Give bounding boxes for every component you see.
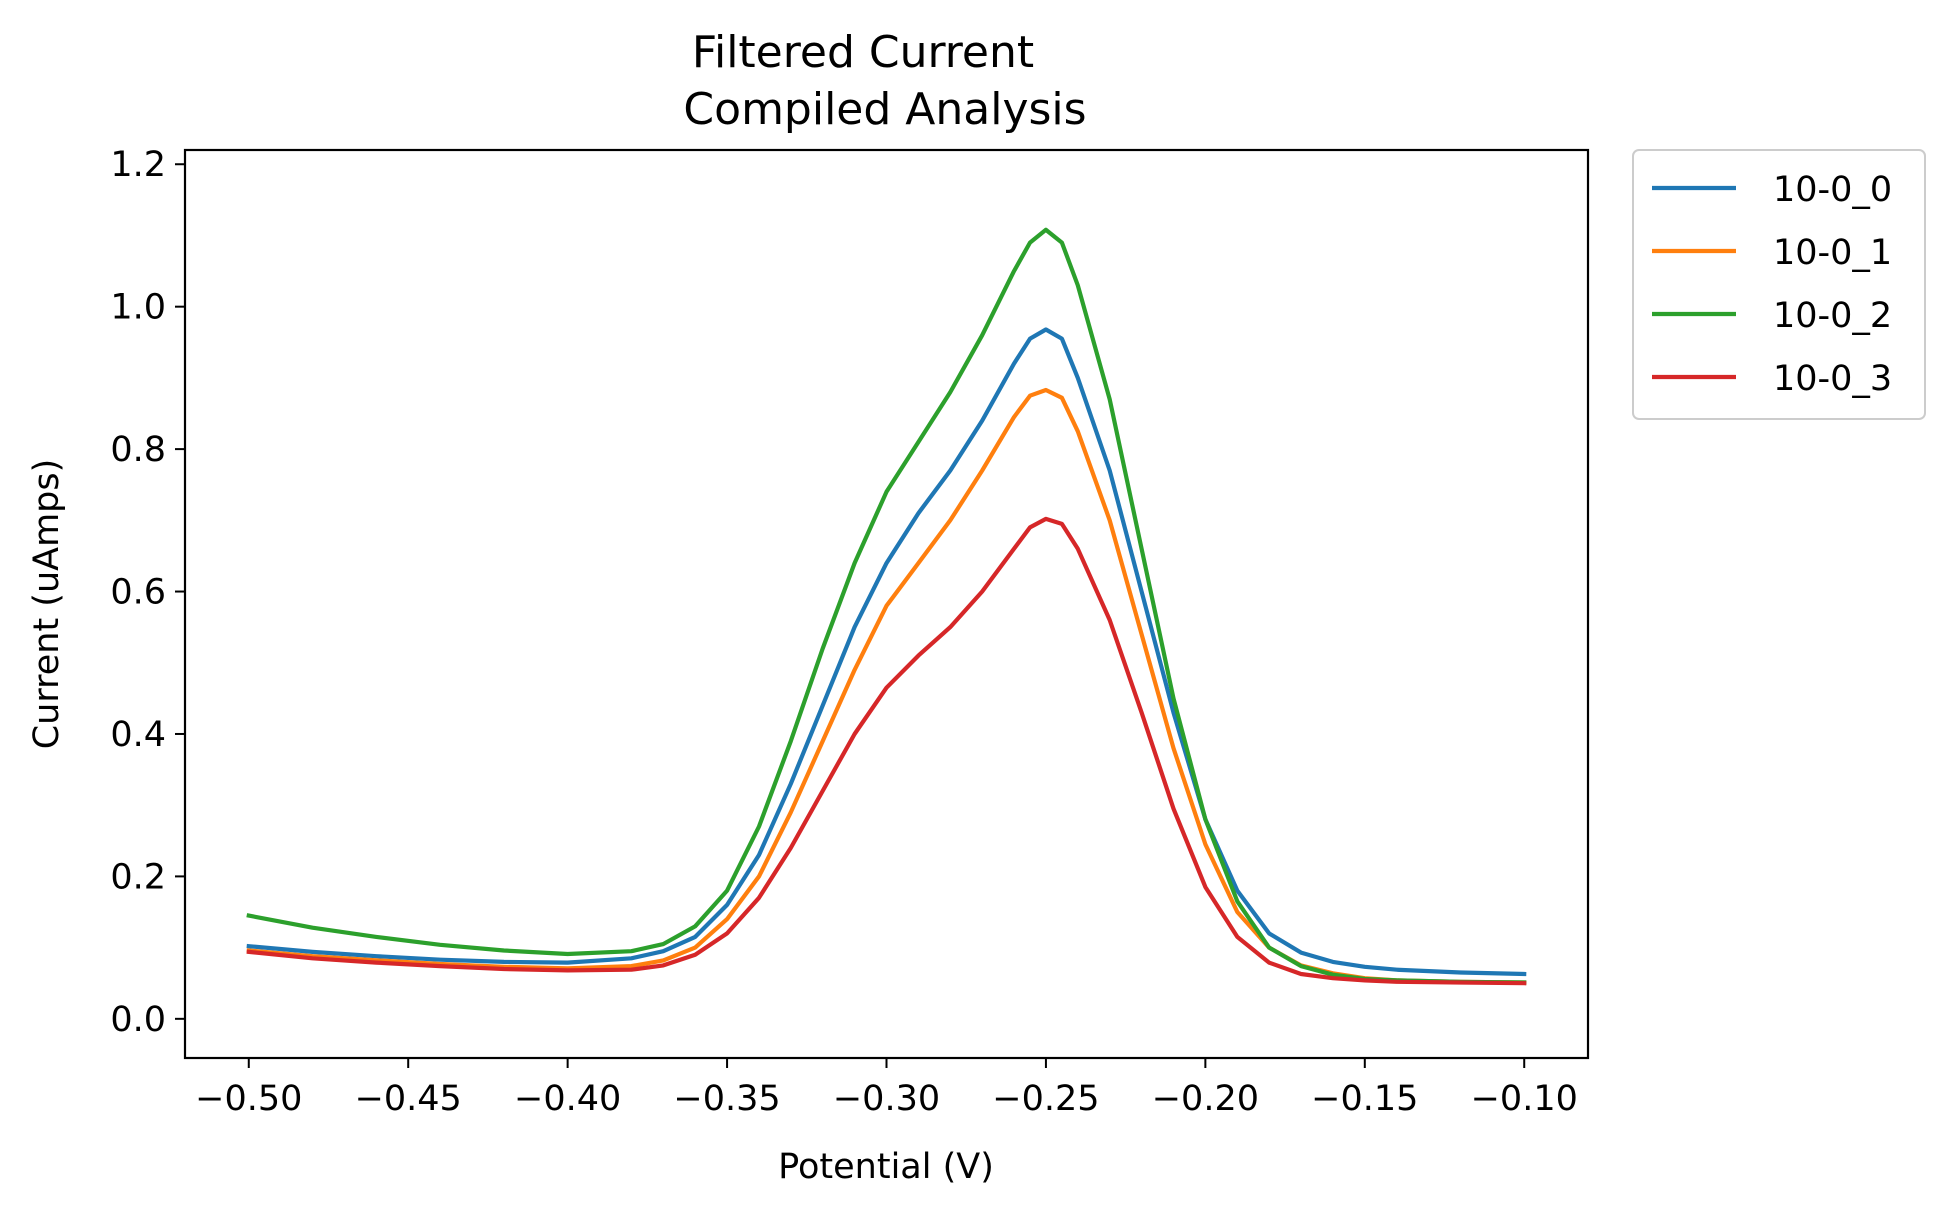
legend-label: 10-0_2 (1773, 296, 1892, 336)
series-layer (246, 227, 1527, 986)
y-tick-label: 1.2 (110, 145, 166, 185)
series-line-3 (246, 516, 1527, 986)
legend-frame (1632, 149, 1926, 420)
chart-title-line2: Compiled Analysis (683, 84, 1086, 135)
x-tick-label: −0.35 (673, 1079, 780, 1119)
legend-label: 10-0_1 (1773, 233, 1892, 273)
x-tick-label: −0.25 (992, 1079, 1099, 1119)
series-line-2 (246, 227, 1527, 985)
y-tick-label: 1.0 (110, 288, 166, 328)
x-tick-label: −0.10 (1471, 1079, 1578, 1119)
x-tick-label: −0.45 (355, 1079, 462, 1119)
x-axis: −0.50 −0.45 −0.40 −0.35 −0.30 −0.25 −0.20 −0.15… (195, 1058, 1578, 1119)
y-tick-label: 0.2 (110, 857, 166, 897)
x-tick-label: −0.40 (514, 1079, 621, 1119)
series-line-0 (246, 327, 1527, 977)
legend-entries: 10-0_0 10-0_1 10-0_2 10-0_3 (1652, 170, 1892, 399)
x-tick-label: −0.15 (1311, 1079, 1418, 1119)
legend-label: 10-0_3 (1773, 359, 1892, 399)
legend-label: 10-0_0 (1773, 170, 1892, 210)
x-tick-label: −0.20 (1152, 1079, 1259, 1119)
x-tick-label: −0.30 (833, 1079, 940, 1119)
y-axis: 0.0 0.2 0.4 0.6 0.8 1.0 1.2 (110, 145, 185, 1040)
chart-title-line1: Filtered Current (692, 27, 1034, 78)
y-tick-label: 0.6 (110, 573, 166, 613)
legend: 10-0_0 10-0_1 10-0_2 10-0_3 (1632, 149, 1926, 420)
y-tick-label: 0.8 (110, 430, 166, 470)
x-tick-label: −0.50 (195, 1079, 302, 1119)
y-tick-label: 0.4 (110, 715, 166, 755)
x-axis-label: Potential (V) (778, 1147, 994, 1187)
y-tick-label: 0.0 (110, 1000, 166, 1040)
y-axis-label: Current (uAmps) (27, 459, 67, 750)
